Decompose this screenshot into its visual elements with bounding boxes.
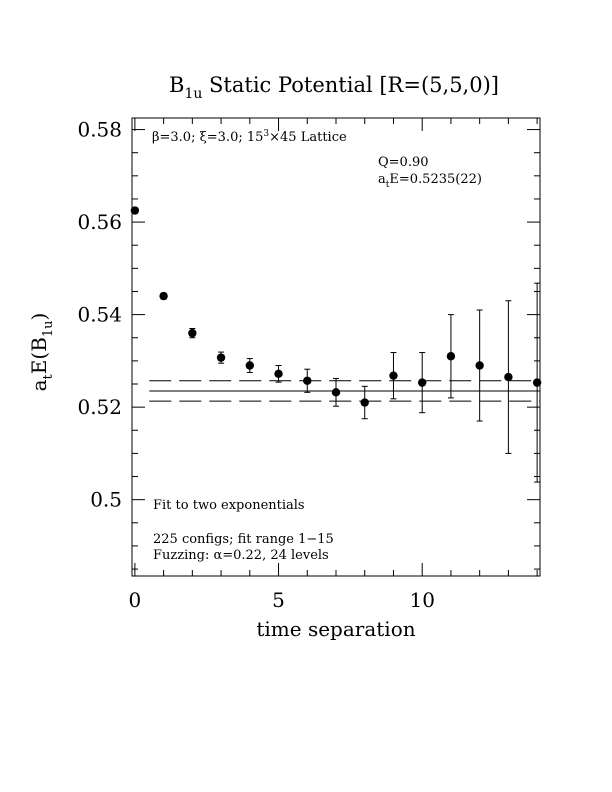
data-point: [303, 368, 312, 393]
x-axis-label: time separation: [256, 617, 415, 641]
data-point: [417, 352, 427, 414]
data-point: [159, 291, 168, 301]
y-tick-label: 0.58: [77, 118, 122, 142]
configs-annotation: 225 configs; fit range 1−15: [153, 532, 334, 547]
point-marker: [130, 206, 140, 215]
point-marker: [303, 376, 312, 385]
data-point: [216, 351, 226, 364]
point-marker: [446, 352, 456, 361]
fit-model-annotation: Fit to two exponentials: [153, 498, 305, 513]
q-value: Q=0.90: [378, 155, 429, 170]
y-tick-label: 0.52: [77, 395, 122, 419]
tick-labels: 0 5 10 0.5 0.52 0.54 0.56 0.58: [77, 118, 434, 612]
x-tick-label: 0: [129, 588, 142, 612]
data-point: [331, 377, 341, 407]
chart-title: B1u Static Potential [R=(5,5,0)]: [169, 73, 499, 102]
lattice-annotation: β=3.0; ξ=3.0; 153×45 Lattice: [152, 129, 347, 145]
data-point: [245, 358, 255, 373]
point-marker: [245, 361, 255, 370]
y-tick-label: 0.5: [90, 488, 122, 512]
x-tick-label: 10: [409, 588, 434, 612]
data-point: [130, 206, 140, 215]
point-marker: [475, 361, 484, 370]
point-marker: [159, 291, 168, 301]
x-tick-label: 5: [272, 588, 285, 612]
data-point: [446, 314, 456, 399]
fit-energy: atE=0.5235(22): [378, 172, 482, 190]
data-point: [274, 365, 283, 383]
y-tick-label: 0.54: [77, 303, 122, 327]
point-marker: [504, 372, 513, 382]
point-marker: [331, 388, 341, 397]
point-marker: [360, 398, 369, 407]
data-point: [504, 300, 513, 454]
y-axis-label: atE(B1u): [27, 313, 56, 392]
point-marker: [417, 378, 427, 387]
data-points: [130, 206, 542, 483]
data-point: [389, 352, 398, 400]
data-point: [475, 309, 484, 422]
y-tick-label: 0.56: [77, 210, 122, 234]
point-marker: [274, 369, 283, 379]
point-marker: [532, 378, 542, 387]
point-marker: [216, 353, 226, 362]
axis-ticks: [132, 118, 540, 576]
fuzzing-annotation: Fuzzing: α=0.22, 24 levels: [153, 548, 329, 563]
data-point: [360, 385, 369, 420]
fit-band: [149, 380, 540, 402]
point-marker: [389, 371, 398, 380]
data-point: [532, 282, 542, 483]
data-point: [188, 327, 197, 339]
point-marker: [188, 328, 197, 338]
